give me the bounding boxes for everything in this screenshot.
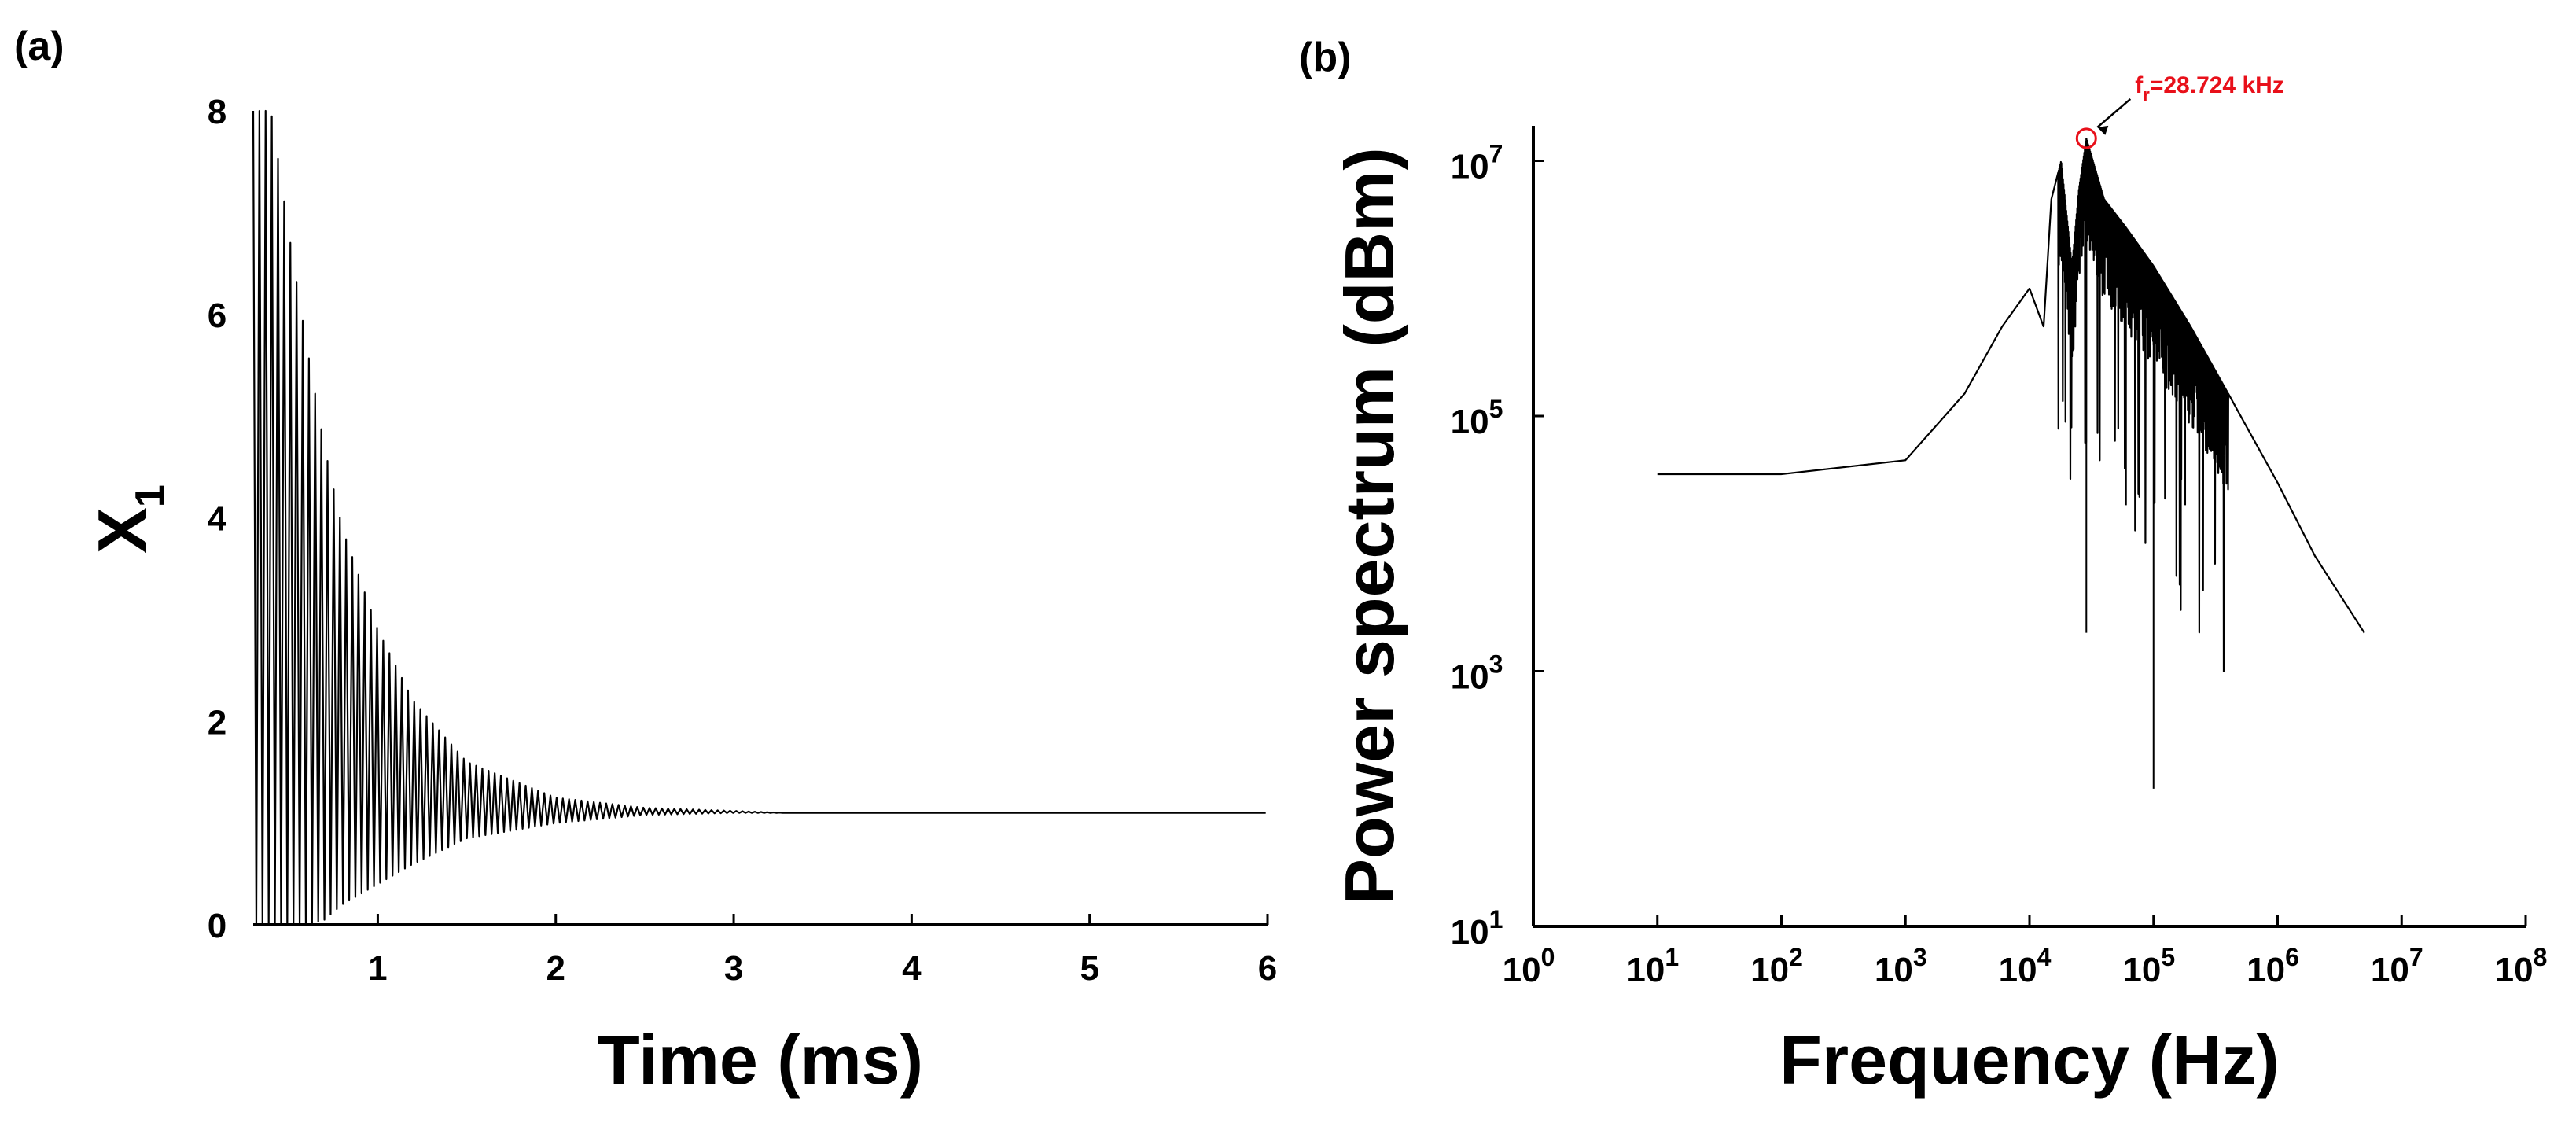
panel-a-x-tick-label: 5	[1080, 949, 1098, 988]
panel-b-label: (b)	[1299, 35, 1351, 80]
panel-a-x-ticks: 1 2 3 4 5 6	[368, 914, 1277, 988]
panel-a-x-tick-label: 2	[546, 949, 565, 988]
panel-a-x-tick-label: 6	[1258, 949, 1277, 988]
panel-a-x-tick-label: 3	[724, 949, 743, 988]
panel-b-x-axis-title: Frequency (Hz)	[1779, 1021, 2280, 1099]
resonance-label: fr=28.724 kHz	[2135, 72, 2284, 105]
panel-b-x-tick-label: 104	[1999, 943, 2052, 989]
panel-b-x-tick-label: 107	[2371, 943, 2423, 989]
panel-a-x-tick-label: 1	[368, 949, 387, 988]
panel-b-x-tick-label: 102	[1750, 943, 1803, 989]
panel-a-x-tick-label: 4	[902, 949, 922, 988]
panel-b-x-tick-label: 103	[1875, 943, 1927, 989]
panel-b-x-tick-label: 101	[1626, 943, 1679, 989]
panel-a-y-tick-label: 4	[208, 500, 227, 539]
resonance-arrow-head	[2097, 125, 2109, 135]
panel-b-y-tick-label: 105	[1451, 395, 1503, 441]
panel-b-y-tick-label: 101	[1451, 905, 1503, 952]
panel-a-series-line	[252, 109, 1266, 926]
panel-b-y-tick-label: 107	[1451, 140, 1503, 186]
panel-a-plot-area	[252, 109, 1266, 926]
panel-b-y-ticks: 101 103 105 107	[1451, 140, 1544, 952]
panel-b-series-line	[1657, 138, 2365, 672]
panel-a-y-tick-label: 2	[208, 703, 226, 742]
panel-a-y-axis-title: X1	[83, 484, 173, 554]
resonance-arrow	[2096, 98, 2132, 128]
resonance-annotation: fr=28.724 kHz	[2075, 72, 2284, 149]
panel-a-y-axis-title-subscript: 1	[127, 484, 173, 507]
panel-b: (b) 100 101 102 103 104 105 106 107 108 10110310…	[1299, 35, 2547, 1099]
panel-b-x-tick-label: 100	[1503, 943, 1555, 989]
panel-b-y-tick-label: 103	[1451, 650, 1503, 697]
panel-a-y-tick-label: 0	[208, 907, 226, 945]
panel-a-x-axis-title: Time (ms)	[598, 1021, 923, 1099]
panel-a-label: (a)	[14, 24, 64, 69]
panel-b-plot-area	[1657, 138, 2365, 789]
panel-b-x-tick-label: 105	[2122, 943, 2175, 989]
panel-b-y-axis-title: Power spectrum (dBm)	[1330, 147, 1408, 904]
panel-b-x-ticks: 100 101 102 103 104 105 106 107 108	[1503, 915, 2548, 989]
resonance-peak-marker	[2075, 127, 2097, 149]
panel-b-x-tick-label: 106	[2247, 943, 2299, 989]
panel-a-y-tick-label: 8	[208, 93, 226, 131]
panel-a-y-tick-label: 6	[208, 296, 226, 335]
panel-a-y-ticks: 0 2 4 6 8	[208, 93, 227, 945]
panel-b-x-tick-label: 108	[2495, 943, 2548, 989]
panel-a-y-axis-title-main: X	[83, 507, 161, 554]
